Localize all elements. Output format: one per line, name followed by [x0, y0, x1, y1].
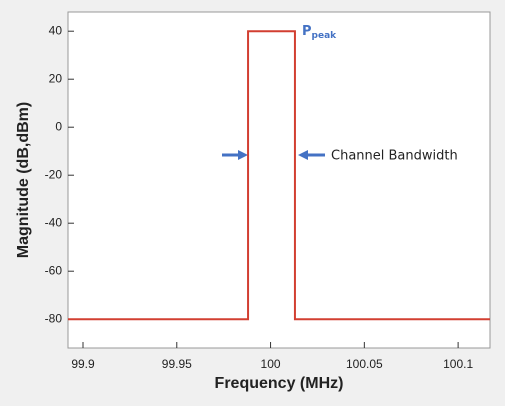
y-tick-label: -40 [45, 215, 63, 229]
x-tick-label: 100.1 [443, 357, 473, 371]
x-tick-label: 99.95 [162, 357, 192, 371]
y-axis-label: Magnitude (dB,dBm) [15, 102, 32, 258]
x-axis-label: Frequency (MHz) [215, 375, 344, 392]
y-tick-label: 0 [55, 119, 62, 133]
peak-letter: P [302, 24, 312, 39]
y-tick-label: -20 [45, 167, 63, 181]
x-tick-label: 100.05 [346, 357, 383, 371]
plot-area [67, 11, 491, 349]
bandwidth-label: Channel Bandwidth [331, 149, 458, 164]
peak-subscript: peak [312, 31, 338, 41]
line [68, 30, 490, 321]
arrow-head [238, 150, 248, 160]
y-tick-label: 20 [49, 71, 63, 85]
peak-label: Ppeak [302, 24, 337, 41]
y-tick-label: 40 [49, 23, 63, 37]
y-tick-label: -80 [45, 311, 63, 325]
y-tick-label: -60 [45, 263, 63, 277]
x-tick-label: 100 [261, 357, 281, 371]
x-tick-label: 99.9 [71, 357, 95, 371]
arrow-head [298, 150, 308, 160]
bandwidth-arrows [222, 150, 325, 160]
